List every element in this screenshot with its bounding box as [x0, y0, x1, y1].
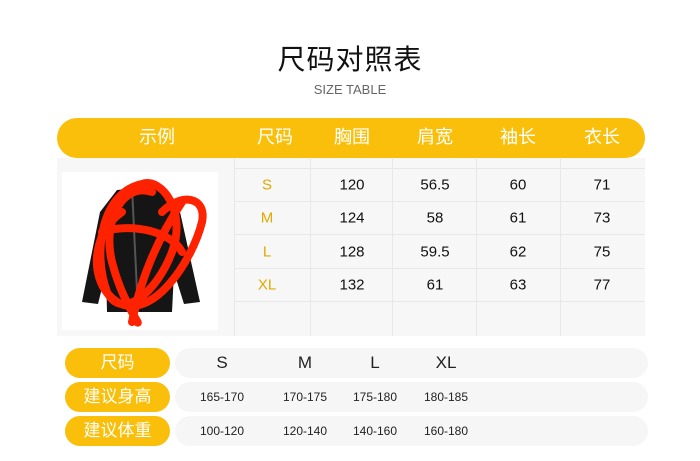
recommend-label-size: 尺码	[65, 348, 170, 378]
recommend-label-height: 建议身高	[65, 382, 170, 412]
header-shoulder: 肩宽	[417, 127, 453, 148]
header-sleeve: 袖长	[500, 127, 536, 148]
recommend-value: 100-120	[199, 424, 245, 438]
header-size: 尺码	[257, 127, 293, 148]
jacket-image-redacted	[82, 179, 207, 327]
measurement-cell: 61	[509, 209, 527, 227]
measurement-cell: 60	[509, 176, 527, 194]
size-cell: M	[260, 209, 274, 227]
recommend-value: 175-180	[352, 390, 398, 404]
recommend-value: S	[216, 353, 228, 372]
table-header: 示例 尺码 胸围 肩宽 袖长 衣长	[57, 118, 645, 158]
measurement-cell: 120	[339, 176, 365, 194]
measurement-cell: 73	[593, 209, 611, 227]
measurement-cell: 132	[339, 276, 365, 294]
recommend-value: M	[297, 353, 313, 372]
measurement-cell: 71	[593, 176, 611, 194]
recommend-value: 180-185	[423, 390, 469, 404]
recommend-value: 140-160	[352, 424, 398, 438]
recommend-value: 120-140	[282, 424, 328, 438]
recommend-row-weight	[175, 416, 648, 446]
header-example: 示例	[139, 127, 175, 148]
measurement-cell: 77	[593, 276, 611, 294]
measurement-cell: 75	[593, 243, 611, 261]
header-length: 衣长	[584, 127, 620, 148]
recommend-value: XL	[435, 353, 457, 372]
measurement-cell: 128	[339, 243, 365, 261]
measurement-cell: 58	[426, 209, 444, 227]
recommend-label-weight: 建议体重	[65, 416, 170, 446]
product-example-image	[62, 172, 218, 330]
recommend-value: L	[370, 353, 380, 372]
measurement-cell: 59.5	[420, 243, 450, 261]
recommend-value: 165-170	[199, 390, 245, 404]
size-cell: L	[262, 243, 272, 261]
measurement-cell: 61	[426, 276, 444, 294]
page-title: 尺码对照表	[277, 43, 423, 76]
recommend-row-size	[175, 348, 648, 378]
measurement-cell: 56.5	[420, 176, 450, 194]
recommend-row-height	[175, 382, 648, 412]
recommend-value: 160-180	[423, 424, 469, 438]
size-cell: S	[261, 176, 273, 194]
recommend-value: 170-175	[282, 390, 328, 404]
size-cell: XL	[257, 276, 277, 294]
measurement-cell: 124	[339, 209, 365, 227]
measurement-cell: 62	[509, 243, 527, 261]
page-subtitle: SIZE TABLE	[313, 82, 387, 97]
measurement-cell: 63	[509, 276, 527, 294]
header-chest: 胸围	[334, 127, 370, 148]
